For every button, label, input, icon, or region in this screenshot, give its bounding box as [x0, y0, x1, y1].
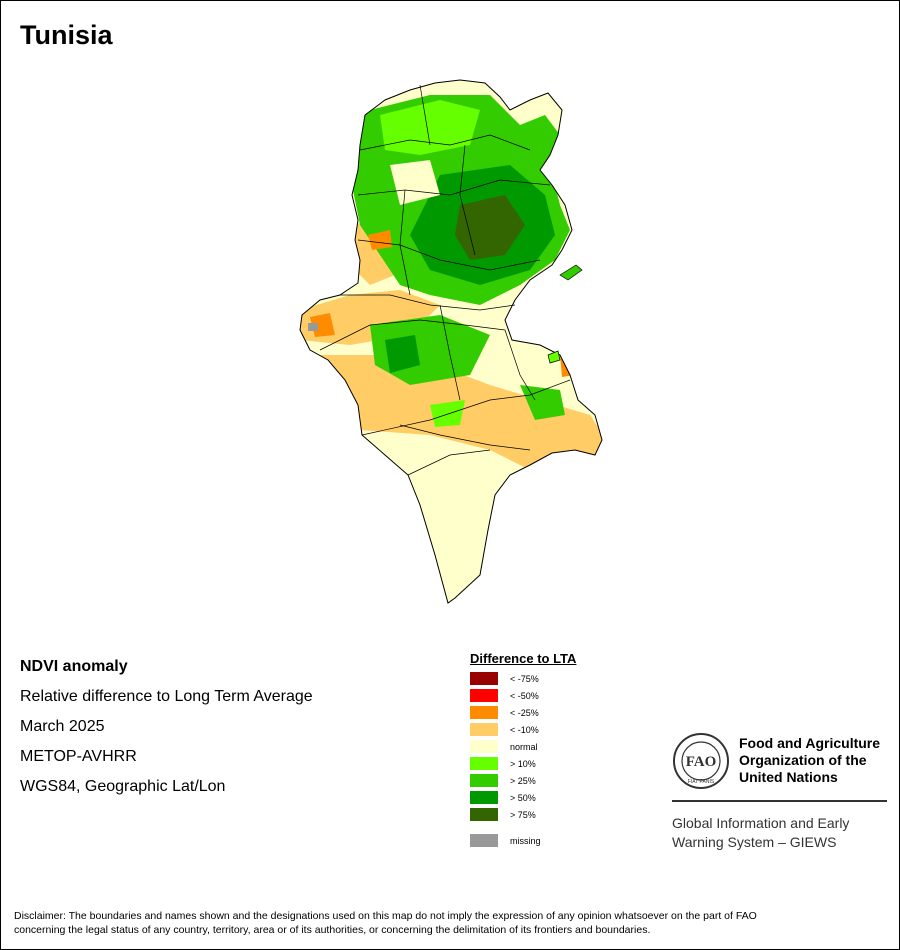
- legend-label: > 10%: [510, 758, 536, 769]
- legend-swatch: [470, 834, 498, 847]
- divider: [672, 800, 887, 802]
- legend-swatch: [470, 740, 498, 753]
- disclaimer-line: Disclaimer: The boundaries and names sho…: [14, 910, 757, 922]
- legend-item: < -25%: [470, 704, 576, 721]
- disclaimer-line: concerning the legal status of any count…: [14, 924, 651, 936]
- fao-name-line: Organization of the: [739, 752, 867, 768]
- giews-line: Warning System – GIEWS: [672, 834, 837, 850]
- legend-label: > 75%: [510, 809, 536, 820]
- legend-label: normal: [510, 741, 538, 752]
- legend-item-missing: missing: [470, 832, 576, 849]
- legend-title: Difference to LTA: [470, 651, 577, 666]
- legend-label: < -75%: [510, 673, 539, 684]
- legend-label: < -25%: [510, 707, 539, 718]
- legend-item: > 75%: [470, 806, 576, 823]
- legend-swatch: [470, 723, 498, 736]
- legend-swatch: [470, 757, 498, 770]
- legend-item: < -10%: [470, 721, 576, 738]
- fao-name: Food and Agriculture Organization of the…: [739, 735, 899, 786]
- legend-swatch: [470, 774, 498, 787]
- legend: Difference to LTA < -75% < -50% < -25% <…: [470, 651, 576, 849]
- fao-name-line: Food and Agriculture: [739, 735, 881, 751]
- info-line1: Relative difference to Long Term Average: [20, 688, 313, 705]
- info-line3: METOP-AVHRR: [20, 748, 137, 765]
- map-info: NDVI anomaly Relative difference to Long…: [20, 656, 313, 806]
- fao-logo-letters: FAO: [686, 754, 717, 770]
- legend-item: normal: [470, 738, 576, 755]
- legend-swatch: [470, 706, 498, 719]
- fao-name-line: United Nations: [739, 769, 838, 785]
- legend-item: > 10%: [470, 755, 576, 772]
- legend-item: > 50%: [470, 789, 576, 806]
- map-title: Tunisia: [20, 20, 113, 50]
- giews-name: Global Information and Early Warning Sys…: [672, 814, 892, 852]
- info-line4: WGS84, Geographic Lat/Lon: [20, 778, 226, 795]
- legend-label: < -10%: [510, 724, 539, 735]
- legend-item: < -75%: [470, 670, 576, 687]
- legend-swatch: [470, 791, 498, 804]
- tunisia-ndvi-map: [299, 79, 603, 604]
- legend-label: missing: [510, 835, 541, 846]
- legend-item: > 25%: [470, 772, 576, 789]
- legend-label: > 25%: [510, 775, 536, 786]
- legend-swatch: [470, 672, 498, 685]
- giews-line: Global Information and Early: [672, 815, 850, 831]
- disclaimer: Disclaimer: The boundaries and names sho…: [14, 909, 889, 937]
- info-line2: March 2025: [20, 718, 105, 735]
- legend-item: < -50%: [470, 687, 576, 704]
- fao-logo-motto: FIAT PANIS: [688, 779, 715, 785]
- legend-swatch: [470, 689, 498, 702]
- legend-swatch: [470, 808, 498, 821]
- info-heading: NDVI anomaly: [20, 658, 128, 675]
- legend-label: < -50%: [510, 690, 539, 701]
- legend-label: > 50%: [510, 792, 536, 803]
- fao-logo-icon: FAO FIAT PANIS: [673, 733, 729, 789]
